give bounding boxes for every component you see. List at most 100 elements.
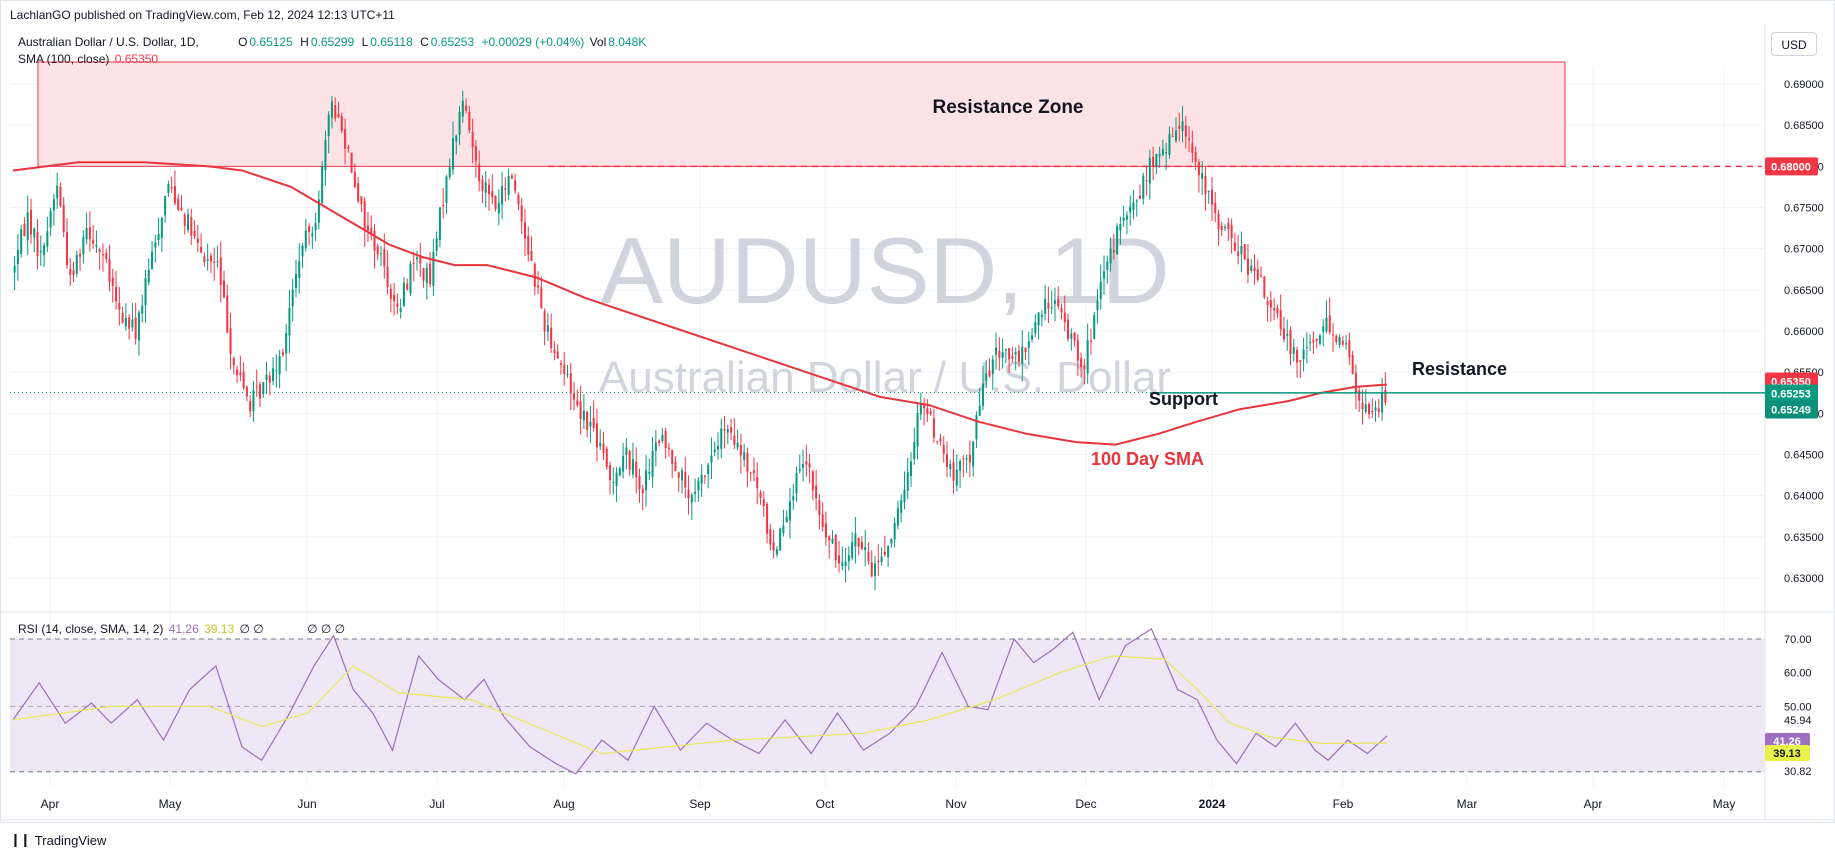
tradingview-logo[interactable]: ❙❙ TradingView (10, 832, 106, 848)
rsi-legend-extra-1: ∅ ∅ (239, 622, 264, 636)
candle-body (167, 183, 170, 193)
candle-body (1194, 152, 1197, 163)
candle-body (605, 448, 608, 467)
candle-body (1040, 315, 1043, 318)
candle-body (406, 283, 409, 290)
candle-body (75, 254, 78, 274)
candle-body (1197, 162, 1200, 176)
candle-body (752, 470, 755, 474)
candle-body (507, 176, 510, 196)
candle-body (383, 249, 386, 267)
candle-body (782, 525, 785, 534)
candle-body (275, 370, 278, 372)
candle-body (877, 561, 880, 563)
candle-body (219, 257, 222, 285)
candle-body (115, 287, 118, 302)
candle-body (13, 265, 16, 273)
candle-body (445, 176, 448, 203)
candle-body (108, 259, 111, 283)
candle-body (1217, 214, 1220, 230)
candle-body (281, 352, 284, 356)
candle-body (609, 465, 612, 481)
candle-body (874, 563, 877, 577)
candle-body (1345, 342, 1348, 345)
resistance-zone-layer (37, 61, 1762, 168)
candle-body (249, 401, 252, 412)
candle-body (1276, 307, 1279, 314)
candle-body (798, 468, 801, 471)
candle-body (553, 349, 556, 354)
candle-body (272, 368, 275, 382)
candle-body (1142, 175, 1145, 199)
candle-body (965, 458, 968, 460)
candle-body (1155, 154, 1158, 167)
candle-body (1060, 308, 1063, 313)
candle-body (779, 528, 782, 551)
candle-body (998, 350, 1001, 358)
candle-body (314, 223, 317, 230)
candle-body (720, 428, 723, 449)
candle-body (821, 514, 824, 527)
candle-body (667, 447, 670, 450)
candle-body (677, 472, 680, 478)
candle-body (317, 199, 320, 223)
candle-body (173, 185, 176, 204)
candle-body (190, 217, 193, 236)
y-tick-label: 0.63500 (1784, 532, 1824, 544)
candle-body (56, 185, 59, 199)
candle-body (890, 539, 893, 544)
candle-body (1299, 360, 1302, 362)
candle-body (393, 294, 396, 302)
ohlc-low: L 0.65118 (361, 35, 413, 49)
candle-body (563, 364, 566, 375)
candle-body (370, 227, 373, 234)
candle-body (497, 202, 500, 214)
candle-body (1296, 350, 1299, 363)
candle-body (1037, 312, 1040, 326)
currency-button[interactable]: USD (1771, 32, 1817, 56)
candle-body (1129, 206, 1132, 213)
candle-body (1214, 203, 1217, 214)
candle-body (599, 442, 602, 447)
candle-body (1328, 315, 1331, 333)
candle-body (1210, 189, 1213, 205)
candle-body (1302, 349, 1305, 359)
y-tick-label: 0.68500 (1784, 120, 1824, 132)
published-by: LachlanGO published on TradingView.com, … (10, 8, 395, 22)
candle-body (344, 129, 347, 149)
rsi-pane (10, 628, 1765, 775)
candle-body (788, 501, 791, 521)
candle-body (838, 555, 841, 564)
candle-body (141, 305, 144, 314)
candle-body (1253, 267, 1256, 272)
candle-body (160, 217, 163, 239)
x-tick-label: Dec (1075, 797, 1096, 811)
candle-body (932, 418, 935, 438)
candle-body (975, 415, 978, 440)
candle-body (232, 358, 235, 366)
candle-body (749, 472, 752, 474)
rsi-tag: 41.26 (1773, 736, 1801, 748)
candle-body (1381, 393, 1384, 413)
x-tick-label: Oct (816, 797, 835, 811)
candle-body (1240, 246, 1243, 255)
candle-body (412, 262, 415, 264)
candle-body (1171, 135, 1174, 137)
candle-body (687, 489, 690, 499)
candle-body (23, 224, 26, 236)
candle-body (304, 230, 307, 248)
candles (13, 90, 1387, 591)
candle-body (1138, 195, 1142, 199)
rsi-tick-label: 60.00 (1784, 668, 1812, 680)
x-tick-label: Aug (553, 797, 574, 811)
candle-body (658, 440, 661, 444)
candle-body (1053, 300, 1056, 304)
candle-body (1161, 148, 1164, 155)
annotations: Resistance Zone Resistance Support 100 D… (933, 97, 1508, 469)
candle-body (1361, 402, 1364, 409)
candle-body (1243, 244, 1246, 260)
candle-body (216, 261, 219, 263)
candle-body (29, 209, 33, 235)
